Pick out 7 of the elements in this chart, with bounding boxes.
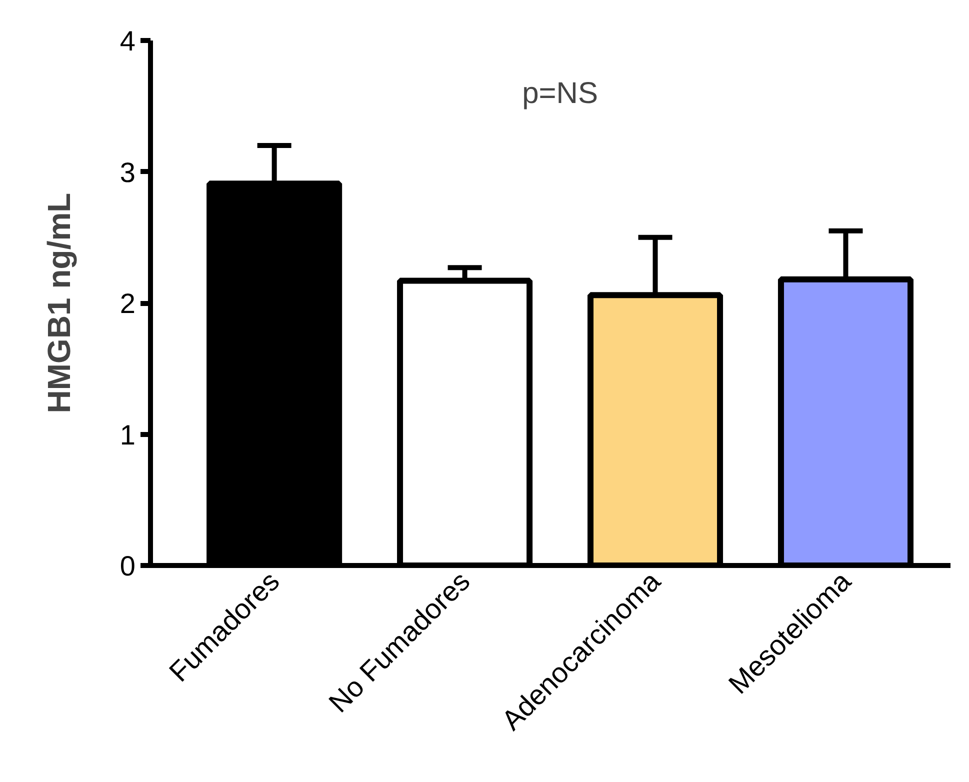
y-tick-label: 1 bbox=[120, 419, 136, 450]
y-tick-label: 2 bbox=[120, 288, 136, 319]
y-tick-label: 0 bbox=[120, 550, 136, 582]
y-tick-label: 4 bbox=[120, 26, 136, 56]
annotation: p=NS bbox=[522, 77, 598, 110]
y-axis-title: HMGB1 ng/mL bbox=[40, 192, 77, 414]
y-tick-label: 3 bbox=[120, 156, 136, 188]
